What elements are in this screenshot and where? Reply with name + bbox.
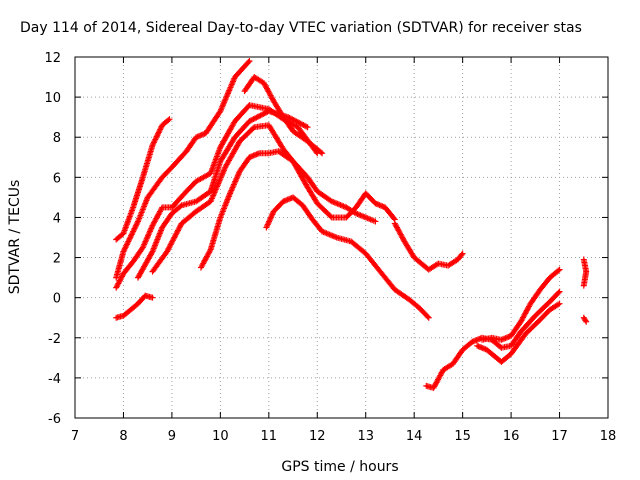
data-point <box>555 301 562 308</box>
data-point <box>555 267 562 274</box>
data-point <box>327 213 334 220</box>
data-point <box>556 288 563 295</box>
data-point <box>582 317 589 324</box>
data-point <box>556 300 563 307</box>
x-tick-label: 16 <box>503 429 520 444</box>
data-point <box>166 116 173 123</box>
y-tick-label: 6 <box>53 171 61 186</box>
y-axis-label: SDTVAR / TECUs <box>7 180 23 295</box>
data-point <box>165 117 172 124</box>
data-points <box>113 58 590 391</box>
data-point <box>149 294 156 301</box>
data-point <box>556 266 563 273</box>
data-point <box>304 124 311 131</box>
data-point <box>372 218 379 225</box>
x-tick-label: 15 <box>454 429 471 444</box>
data-point <box>148 249 155 256</box>
plot-frame <box>74 56 609 419</box>
data-point <box>425 314 432 321</box>
series-arc-1 <box>113 116 173 243</box>
chart-title: Day 114 of 2014, Sidereal Day-to-day VTE… <box>20 20 582 36</box>
y-tick-label: 4 <box>53 211 61 226</box>
y-tick-label: 8 <box>53 131 61 146</box>
x-tick-label: 12 <box>309 429 326 444</box>
data-point <box>458 251 465 258</box>
x-tick-label: 8 <box>119 429 127 444</box>
series-arc-8 <box>241 74 326 157</box>
series-arc-10 <box>391 220 466 273</box>
y-tick-label: 12 <box>44 51 61 66</box>
x-tick-label: 13 <box>357 429 374 444</box>
data-point <box>303 123 310 130</box>
x-tick-label: 10 <box>212 429 229 444</box>
y-tick-label: -2 <box>48 332 61 347</box>
y-tick-label: 0 <box>53 292 61 307</box>
series-arc-13 <box>479 266 563 343</box>
data-point <box>424 313 431 320</box>
x-tick-label: 14 <box>406 429 423 444</box>
data-point <box>555 289 562 296</box>
data-point <box>206 247 213 254</box>
data-point <box>390 215 397 222</box>
series-arc-14 <box>580 256 590 289</box>
x-tick-label: 18 <box>600 429 617 444</box>
data-point <box>583 318 590 325</box>
series-arc-2 <box>113 58 253 281</box>
data-point <box>580 282 587 289</box>
series-arc-3 <box>113 102 321 291</box>
series-arc-7 <box>197 148 398 271</box>
y-tick-label: -4 <box>48 372 61 387</box>
series-arc-12 <box>474 300 563 365</box>
data-point <box>319 150 326 157</box>
y-tick-label: -6 <box>48 412 61 427</box>
data-point <box>459 250 466 257</box>
axis-ticks: 7 8 9 10 11 12 13 14 15 16 17 18 -6 -4 -2 0 2 4 6 8 10 12 <box>44 51 616 444</box>
data-point <box>317 149 324 156</box>
series-arc-9 <box>263 194 432 321</box>
data-point <box>250 125 257 132</box>
x-tick-label: 11 <box>261 429 278 444</box>
data-point <box>246 58 253 65</box>
y-tick-label: 2 <box>53 252 61 267</box>
x-tick-label: 17 <box>551 429 568 444</box>
x-axis-label: GPS time / hours <box>281 459 398 475</box>
x-tick-label: 9 <box>168 429 176 444</box>
data-point <box>245 59 252 66</box>
x-tick-label: 7 <box>71 429 79 444</box>
series-arc-6 <box>113 292 156 321</box>
y-tick-label: 10 <box>44 91 61 106</box>
series-arc-15 <box>580 314 590 325</box>
